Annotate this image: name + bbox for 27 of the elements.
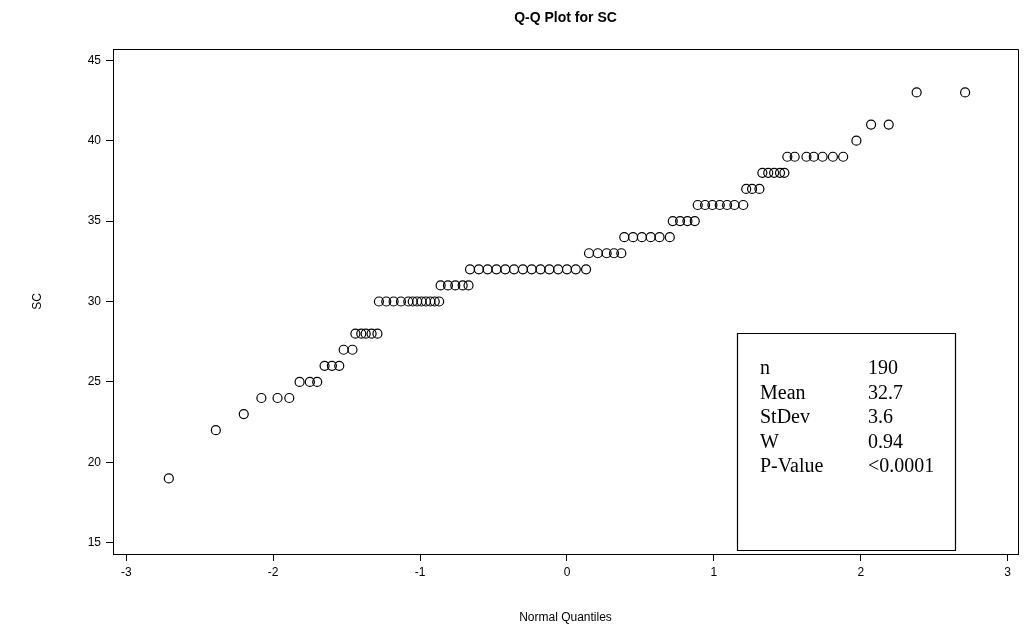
chart-title: Q-Q Plot for SC: [514, 8, 617, 25]
x-tick-label: -2: [267, 564, 279, 579]
annotation: <0.0001: [868, 454, 935, 477]
y-tick-label: 30: [87, 293, 102, 308]
x-tick-label: -1: [414, 564, 426, 579]
y-tick-label: 40: [87, 132, 102, 147]
annotation: P-Value: [760, 454, 824, 477]
x-axis-title: Normal Quantiles: [519, 610, 612, 625]
annotation: 3.6: [868, 405, 893, 428]
annotation: W: [760, 429, 779, 452]
y-axis-title: SC: [29, 292, 44, 310]
y-tick-label: 15: [87, 535, 102, 550]
annotation: StDev: [760, 405, 810, 428]
y-tick-label: 25: [87, 374, 102, 389]
annotation: 32.7: [868, 380, 903, 403]
x-tick-label: 0: [563, 564, 571, 579]
x-tick-label: 3: [1004, 564, 1012, 579]
annotation: 190: [868, 356, 898, 379]
annotation: n: [760, 356, 770, 379]
x-tick-label: -3: [120, 564, 132, 579]
y-tick-label: 20: [87, 454, 102, 469]
y-tick-label: 45: [87, 52, 102, 67]
annotation: Mean: [760, 380, 806, 403]
x-tick-label: 1: [710, 564, 718, 579]
annotation: 0.94: [868, 429, 903, 452]
y-tick-label: 35: [87, 213, 102, 228]
x-tick-label: 2: [857, 564, 865, 579]
